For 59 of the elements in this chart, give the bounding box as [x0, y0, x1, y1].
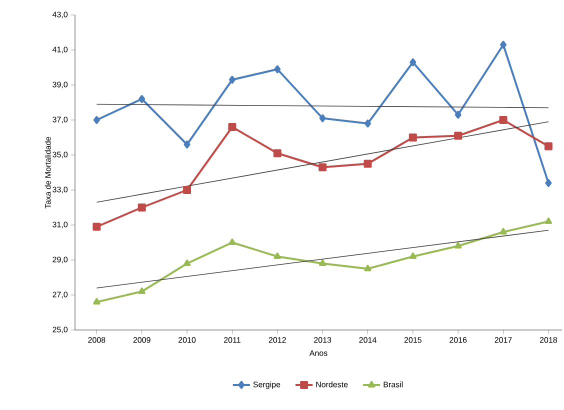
point	[273, 149, 282, 158]
x-tick-label: 2010	[178, 337, 196, 343]
x-tick-label: 2018	[540, 337, 557, 343]
y-tick-label: 37,0	[52, 116, 68, 124]
y-axis-title: Taxa de Mortalidade	[44, 136, 51, 208]
x-tick-label: 2013	[314, 337, 332, 343]
point	[318, 163, 327, 172]
point	[228, 76, 236, 84]
point	[454, 242, 462, 248]
point	[138, 204, 146, 212]
y-tick-label: 33,0	[52, 186, 68, 194]
point	[318, 260, 326, 266]
point	[364, 160, 372, 168]
point	[138, 288, 146, 294]
point	[183, 186, 192, 194]
point	[138, 95, 146, 103]
y-tick-label: 31,0	[52, 222, 68, 228]
legend-label: Sergipe	[253, 381, 280, 389]
point	[454, 110, 462, 119]
y-tick-label: 25,0	[52, 326, 68, 334]
point	[274, 65, 281, 74]
point	[364, 264, 372, 272]
x-tick-label: 2016	[450, 337, 467, 343]
y-tick-label: 41,0	[52, 46, 68, 54]
y-tick-label: 29,0	[52, 256, 68, 264]
x-tick-label: 2011	[224, 337, 240, 343]
point	[319, 114, 326, 122]
point	[499, 116, 508, 124]
point	[544, 218, 552, 224]
x-tick-label: 2015	[404, 337, 422, 343]
point	[454, 132, 462, 140]
point	[544, 142, 552, 150]
point	[184, 140, 190, 148]
x-tick-label: 2012	[268, 337, 286, 343]
point	[500, 40, 507, 49]
point	[274, 252, 281, 259]
point	[228, 238, 236, 245]
point	[409, 252, 417, 259]
point	[93, 298, 100, 304]
y-tick-label: 27,0	[52, 292, 68, 298]
point	[408, 134, 417, 142]
x-tick-label: 2009	[133, 337, 150, 343]
x-tick-label: 2014	[359, 337, 376, 343]
legend-label: Brasil	[384, 381, 403, 388]
point	[93, 116, 100, 124]
y-tick-label: 43,0	[52, 12, 68, 18]
y-tick-label: 35,0	[52, 152, 68, 158]
x-axis-title: Anos	[309, 350, 328, 356]
x-tick-label: 2017	[494, 337, 512, 343]
point	[545, 179, 552, 187]
y-tick-label: 39,0	[52, 82, 68, 88]
point	[500, 228, 507, 234]
legend-label: Nordeste	[316, 381, 348, 388]
point	[410, 58, 416, 66]
point	[364, 120, 371, 128]
point	[92, 222, 101, 231]
point	[228, 123, 236, 131]
x-tick-label: 2008	[88, 337, 106, 343]
point	[183, 260, 191, 266]
